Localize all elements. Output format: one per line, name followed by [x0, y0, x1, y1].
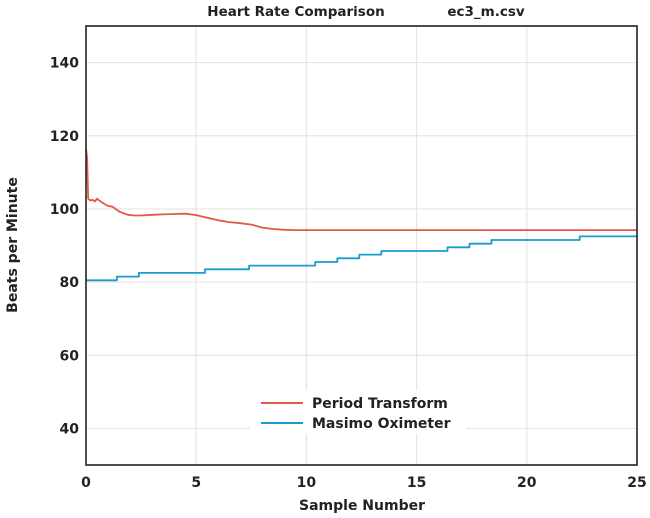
x-axis-label: Sample Number — [299, 498, 425, 514]
plot-frame — [85, 25, 638, 466]
y-axis-label: Beats per Minute — [5, 177, 21, 313]
legend: Period Transform Masimo Oximeter — [250, 390, 466, 434]
x-tick-label: 15 — [407, 475, 426, 491]
series-lines — [85, 148, 637, 282]
series-line-period-transform — [85, 148, 637, 231]
y-tick-label: 120 — [50, 129, 79, 145]
x-tick-label: 0 — [81, 475, 91, 491]
y-tick-label: 40 — [60, 421, 80, 437]
y-tick-label: 80 — [60, 275, 80, 291]
y-tick-label: 100 — [50, 202, 79, 218]
chart-title: Heart Rate Comparison — [207, 4, 384, 20]
x-tick-label: 20 — [517, 475, 537, 491]
y-tick-label: 60 — [60, 348, 80, 364]
series-line-masimo-oximeter — [86, 235, 637, 282]
legend-box — [250, 390, 466, 434]
x-tick-label: 25 — [627, 475, 646, 491]
x-tick-label: 10 — [297, 475, 317, 491]
legend-label-masimo-oximeter: Masimo Oximeter — [312, 416, 451, 432]
axis-ticks: 0 5 10 15 20 25 40 60 80 100 120 140 — [50, 56, 647, 491]
legend-label-period-transform: Period Transform — [312, 396, 448, 412]
chart-subtitle: ec3_m.csv — [447, 4, 525, 20]
x-tick-label: 5 — [191, 475, 201, 491]
y-tick-label: 140 — [50, 56, 79, 72]
